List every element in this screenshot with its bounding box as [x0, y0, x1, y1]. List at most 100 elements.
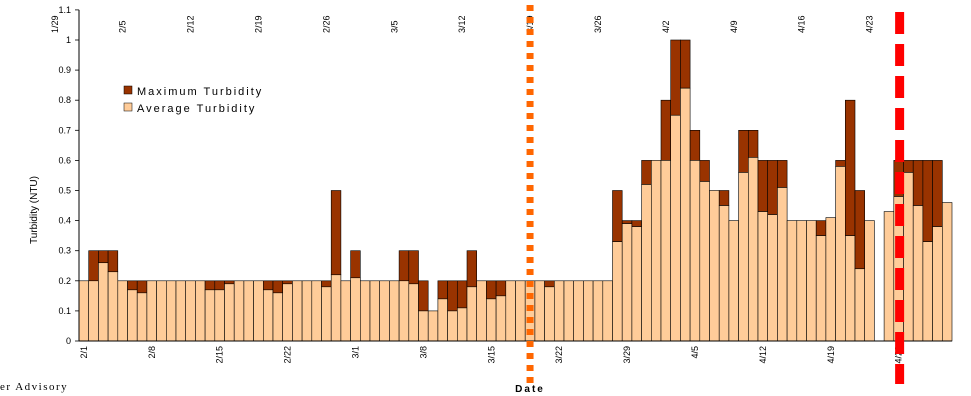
bar-maximum: [321, 280, 332, 288]
x-tick-label-top: 2/26: [321, 15, 331, 33]
bar-maximum: [631, 220, 642, 227]
bar-maximum: [612, 190, 623, 242]
bar-maximum: [747, 130, 759, 158]
y-tick-label: 0.8: [58, 95, 71, 105]
bar-average: [563, 280, 574, 342]
bar-average: [476, 280, 487, 342]
bar-maximum: [495, 280, 507, 297]
bar-average: [777, 187, 788, 342]
bar-average: [903, 172, 914, 342]
x-tick-label-bottom: 2/15: [215, 346, 225, 364]
y-tick-label: 0: [66, 336, 71, 346]
legend-label-average: Average Turbidity: [137, 103, 256, 115]
bar-average: [660, 160, 671, 342]
legend-swatch-average: [123, 102, 133, 112]
bar-maximum: [398, 250, 410, 282]
bar-average: [156, 280, 167, 342]
x-tick-label-bottom: 4/19: [826, 346, 836, 364]
x-tick-label-bottom: 3/1: [350, 346, 360, 359]
bar-average: [835, 166, 846, 342]
bar-maximum: [282, 280, 293, 285]
bar-maximum: [447, 280, 458, 312]
bar-maximum: [466, 250, 477, 288]
bar-maximum: [621, 220, 633, 224]
bar-average: [486, 298, 497, 342]
footer-text: er Advisory: [0, 381, 68, 393]
x-axis-title: Date: [515, 384, 545, 395]
legend-label-maximum: Maximum Turbidity: [137, 86, 263, 98]
bar-maximum: [456, 280, 468, 309]
x-tick-label-top: 2/19: [253, 15, 263, 33]
bar-maximum: [670, 39, 681, 116]
x-tick-label-bottom: 2/22: [283, 346, 293, 364]
bar-average: [515, 280, 526, 342]
bar-average: [612, 241, 623, 342]
bar-average: [806, 220, 817, 342]
bar-maximum: [738, 130, 749, 173]
bar-average: [311, 280, 322, 342]
bar-average: [767, 214, 778, 342]
bar-average: [427, 310, 439, 342]
bar-maximum: [486, 280, 497, 300]
bar-average: [912, 205, 924, 342]
bar-average: [389, 280, 400, 342]
bar-average: [466, 286, 477, 342]
bar-average: [369, 280, 380, 342]
bar-maximum: [350, 250, 361, 279]
x-tick-label-top: 1/29: [50, 15, 60, 33]
bar-average: [98, 262, 109, 342]
y-tick-label: 0.2: [58, 276, 71, 286]
bar-average: [670, 114, 681, 342]
bar-maximum: [699, 160, 710, 182]
bar-average: [941, 202, 953, 342]
y-tick-label: 0.7: [58, 125, 71, 135]
x-tick-label-bottom: 2/1: [79, 346, 89, 359]
x-tick-label-top: 3/19: [525, 15, 535, 33]
bar-average: [825, 217, 836, 342]
bar-average: [747, 157, 759, 342]
bar-average: [214, 289, 225, 342]
bar-average: [379, 280, 390, 342]
bar-average: [262, 289, 274, 342]
bar-average: [321, 286, 332, 342]
x-tick-label-bottom: 3/29: [622, 346, 632, 364]
x-tick-label-bottom: 4/5: [690, 346, 700, 359]
bar-maximum: [88, 250, 99, 282]
bar-average: [330, 274, 342, 342]
x-tick-label-top: 4/2: [661, 20, 671, 33]
x-tick-label-bottom: 4/12: [758, 346, 768, 364]
bar-average: [650, 160, 662, 342]
bar-average: [592, 280, 604, 342]
bar-average: [437, 298, 448, 342]
bar-average: [272, 292, 283, 342]
bar-average: [883, 211, 895, 342]
bar-average: [195, 280, 206, 342]
bar-average: [796, 220, 807, 342]
bar-maximum: [330, 190, 342, 276]
x-tick-label-top: 3/12: [457, 15, 467, 33]
bar-average: [573, 280, 584, 342]
x-tick-label-bottom: 4/26: [894, 346, 904, 364]
bar-average: [350, 277, 361, 342]
bar-maximum: [680, 39, 691, 89]
bar-maximum: [854, 190, 865, 270]
bar-average: [815, 235, 827, 342]
bar-maximum: [718, 190, 730, 206]
bar-average: [175, 280, 186, 342]
bar-average: [78, 280, 89, 342]
bar-maximum: [777, 160, 788, 188]
bar-maximum: [815, 220, 827, 236]
y-tick-label: 0.6: [58, 155, 71, 165]
y-tick-label: 0.9: [58, 65, 71, 75]
bar-maximum: [224, 280, 235, 285]
bar-average: [282, 283, 293, 342]
bar-average: [146, 280, 157, 342]
bar-maximum: [689, 130, 701, 161]
bar-maximum: [903, 160, 914, 173]
bar-maximum: [408, 250, 419, 285]
bar-maximum: [767, 160, 778, 215]
y-tick-label: 0.5: [58, 186, 71, 196]
x-tick-label-top: 3/5: [389, 20, 399, 33]
x-tick-label-top: 4/9: [729, 20, 739, 33]
